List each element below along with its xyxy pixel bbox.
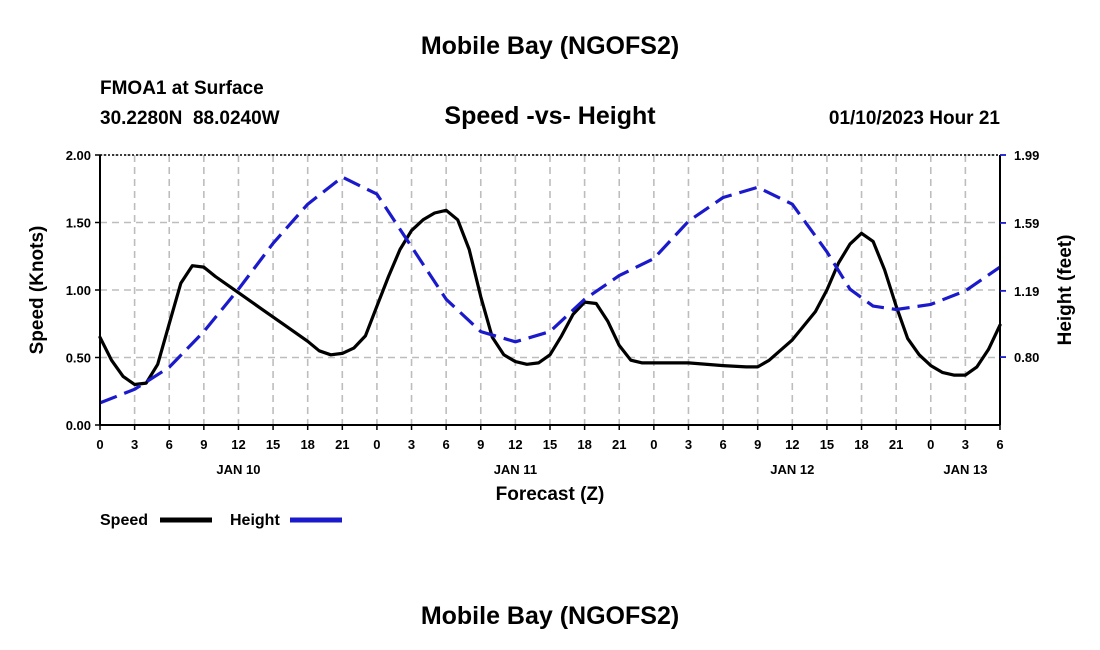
station-coordinates: 30.2280N 88.0240W — [100, 108, 280, 129]
x-tick-label-22: 18 — [854, 437, 868, 452]
legend-speed-label: Speed — [100, 512, 148, 529]
x-tick-label-1: 3 — [131, 437, 138, 452]
x-tick-label-25: 3 — [962, 437, 969, 452]
x-day-label-2: JAN 12 — [770, 462, 814, 477]
x-tick-label-0: 0 — [96, 437, 103, 452]
chart-header-title: Mobile Bay (NGOFS2) — [421, 32, 679, 60]
x-tick-label-20: 12 — [785, 437, 799, 452]
y-left-tick-label-3: 1.50 — [66, 216, 91, 231]
x-tick-label-15: 21 — [612, 437, 626, 452]
x-tick-label-13: 15 — [543, 437, 557, 452]
y-left-tick-label-4: 2.00 — [66, 148, 91, 163]
y-right-tick-label-0: 0.80 — [1014, 350, 1039, 365]
x-tick-label-3: 9 — [200, 437, 207, 452]
x-day-label-1: JAN 11 — [494, 462, 537, 477]
legend-height-label: Height — [230, 512, 280, 529]
x-tick-label-19: 9 — [754, 437, 761, 452]
x-tick-label-8: 0 — [373, 437, 380, 452]
x-tick-label-16: 0 — [650, 437, 657, 452]
x-tick-label-17: 3 — [685, 437, 692, 452]
y-left-tick-label-2: 1.00 — [66, 283, 91, 298]
y-right-tick-label-3: 1.99 — [1014, 148, 1039, 163]
x-day-label-0: JAN 10 — [216, 462, 260, 477]
x-tick-label-26: 6 — [996, 437, 1003, 452]
footer-title: Mobile Bay (NGOFS2) — [421, 602, 679, 630]
chart-title: Speed -vs- Height — [444, 102, 656, 130]
y-axis-label-right: Height (feet) — [1055, 235, 1076, 346]
x-tick-label-24: 0 — [927, 437, 934, 452]
x-tick-label-11: 9 — [477, 437, 484, 452]
x-tick-label-12: 12 — [508, 437, 522, 452]
x-tick-label-21: 15 — [820, 437, 834, 452]
x-tick-label-23: 21 — [889, 437, 903, 452]
station-label: FMOA1 at Surface — [100, 78, 264, 99]
legend: Speed Height — [100, 512, 342, 529]
series-line-height — [99, 175, 1001, 405]
x-tick-label-18: 6 — [719, 437, 726, 452]
x-tick-label-6: 18 — [300, 437, 314, 452]
x-tick-label-9: 3 — [408, 437, 415, 452]
y-left-tick-label-0: 0.00 — [66, 418, 91, 433]
x-tick-label-5: 15 — [266, 437, 280, 452]
x-tick-label-7: 21 — [335, 437, 349, 452]
x-tick-label-10: 6 — [443, 437, 450, 452]
y-left-tick-label-1: 0.50 — [66, 351, 91, 366]
series-line-speed — [98, 208, 1002, 387]
x-tick-label-2: 6 — [166, 437, 173, 452]
y-right-tick-label-2: 1.59 — [1014, 216, 1039, 231]
x-tick-label-14: 18 — [577, 437, 591, 452]
forecast-datetime: 01/10/2023 Hour 21 — [829, 108, 1001, 129]
y-right-tick-label-1: 1.19 — [1014, 284, 1039, 299]
y-axis-label-left: Speed (Knots) — [27, 226, 48, 355]
x-tick-label-4: 12 — [231, 437, 245, 452]
x-axis-label: Forecast (Z) — [496, 484, 605, 505]
x-day-label-3: JAN 13 — [943, 462, 987, 477]
plot-area: 0 3 6 9 12 15 18 21 0 3 6 9 12 15 18 21 0 3 6 9 12 15 18 21 0 3 6J… — [66, 148, 1040, 477]
